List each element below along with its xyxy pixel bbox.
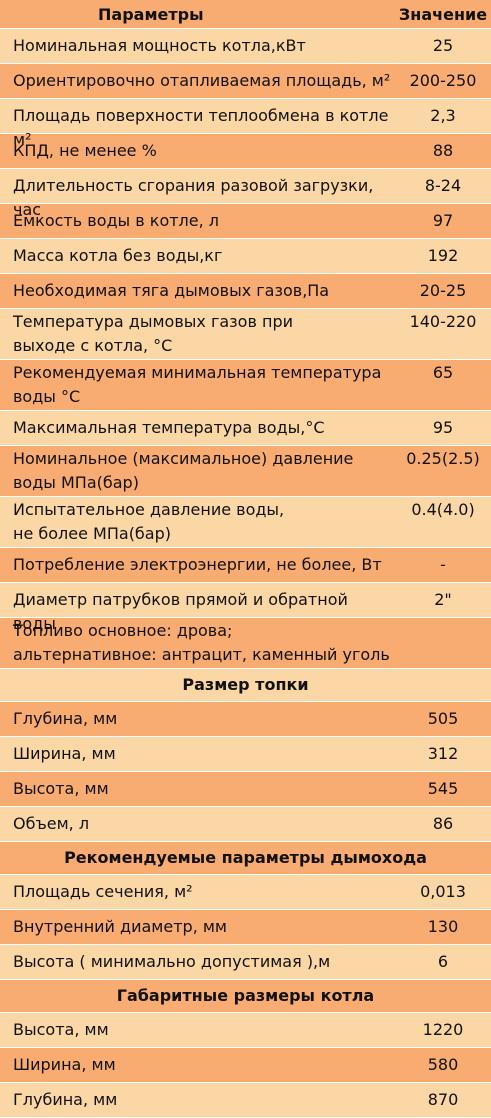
value-cell: 8-24 (424, 176, 462, 195)
param-cell: Испытательное давление воды, не более МП… (13, 500, 285, 543)
value-cell: - (440, 555, 446, 574)
value-cell: 1220 (422, 1020, 464, 1039)
param-cell: Глубина, мм (13, 709, 118, 728)
table-row: Высота ( минимально допустимая ),м 6 (0, 945, 491, 980)
value-cell: 2" (434, 590, 452, 609)
value-cell: 312 (427, 744, 459, 763)
param-cell: КПД, не менее % (13, 141, 157, 160)
param-cell: Потребление электроэнергии, не более, Вт (13, 555, 382, 574)
value-cell: 140-220 (409, 312, 477, 331)
section-header-firebox: Размер топки (0, 669, 491, 702)
param-cell: Масса котла без воды,кг (13, 246, 223, 265)
value-cell: 580 (427, 1055, 459, 1074)
value-cell: 130 (427, 917, 459, 936)
param-cell: Ориентировочно отапливаемая площадь, м² (13, 71, 391, 90)
param-cell: Максимальная температура воды,°С (13, 418, 325, 437)
table-row: Потребление электроэнергии, не более, Вт… (0, 548, 491, 583)
value-cell: 88 (432, 141, 454, 160)
value-cell: 545 (427, 779, 459, 798)
table-row: Площадь поверхности теплообмена в котле … (0, 99, 491, 149)
table-row: Емкость воды в котле, л 97 (0, 204, 491, 239)
param-cell: Высота, мм (13, 1020, 109, 1039)
value-cell: 97 (432, 211, 454, 230)
param-cell: Ширина, мм (13, 744, 116, 763)
table-row: Высота, мм 545 (0, 772, 491, 807)
param-cell: Необходимая тяга дымовых газов,Па (13, 281, 330, 300)
value-cell: 0.25(2.5) (406, 449, 480, 468)
value-cell: 505 (427, 709, 459, 728)
param-cell: Внутренний диаметр, мм (13, 917, 227, 936)
value-cell: 870 (427, 1090, 459, 1109)
param-cell: Площадь сечения, м² (13, 882, 193, 901)
table-row: Рекомендуемая минимальная температура во… (0, 360, 491, 411)
table-row: Ширина, мм 312 (0, 737, 491, 772)
value-cell: 86 (432, 814, 454, 833)
table-row: Глубина, мм 505 (0, 702, 491, 737)
value-cell: 0.4(4.0) (411, 500, 475, 519)
param-cell: Высота ( минимально допустимая ),м (13, 952, 331, 971)
section-header-dimensions: Габаритные размеры котла (0, 980, 491, 1013)
fuel-row: Топливо основное: дрова; альтернативное:… (0, 618, 491, 669)
value-cell: 20-25 (419, 281, 467, 300)
table-row: Ширина, мм 580 (0, 1048, 491, 1083)
param-cell: Номинальная мощность котла,кВт (13, 36, 306, 55)
param-cell: Длительность сгорания разовой загрузки, … (13, 176, 374, 219)
table-row: КПД, не менее % 88 (0, 134, 491, 169)
section-header-chimney: Рекомендуемые параметры дымохода (0, 842, 491, 875)
value-cell: 6 (437, 952, 449, 971)
table-row: Максимальная температура воды,°С 95 (0, 411, 491, 446)
param-cell: Температура дымовых газов при выходе с к… (13, 312, 293, 355)
value-cell: 2,3 (430, 106, 456, 125)
table-row: Испытательное давление воды, не более МП… (0, 497, 491, 548)
value-cell: 0,013 (420, 882, 466, 901)
value-cell: 192 (427, 246, 459, 265)
table-row: Глубина, мм 870 (0, 1083, 491, 1118)
table-row: Номинальное (максимальное) давление воды… (0, 446, 491, 497)
param-cell: Площадь поверхности теплообмена в котле … (13, 106, 389, 149)
param-cell: Объем, л (13, 814, 90, 833)
param-cell: Номинальное (максимальное) давление воды… (13, 449, 354, 492)
param-cell: Высота, мм (13, 779, 109, 798)
table-row: Масса котла без воды,кг 192 (0, 239, 491, 274)
param-cell: Ширина, мм (13, 1055, 116, 1074)
table-row: Ориентировочно отапливаемая площадь, м² … (0, 64, 491, 99)
param-cell: Глубина, мм (13, 1090, 118, 1109)
value-cell: 200-250 (409, 71, 477, 90)
value-cell: 65 (432, 363, 454, 382)
table-row: Высота, мм 1220 (0, 1013, 491, 1048)
table-row: Внутренний диаметр, мм 130 (0, 910, 491, 945)
table-row: Длительность сгорания разовой загрузки, … (0, 169, 491, 219)
table-header: Параметры Значение (0, 0, 491, 29)
value-cell: 25 (432, 36, 454, 55)
param-cell: Рекомендуемая минимальная температура во… (13, 363, 382, 406)
fuel-cell: Топливо основное: дрова; альтернативное:… (13, 621, 390, 664)
header-parameters: Параметры (98, 5, 204, 24)
table-row: Необходимая тяга дымовых газов,Па 20-25 (0, 274, 491, 309)
param-cell: Диаметр патрубков прямой и обратной воды (13, 590, 348, 633)
param-cell: Емкость воды в котле, л (13, 211, 220, 230)
table-row: Площадь сечения, м² 0,013 (0, 875, 491, 910)
table-row: Диаметр патрубков прямой и обратной воды… (0, 583, 491, 633)
value-cell: 95 (432, 418, 454, 437)
table-row: Объем, л 86 (0, 807, 491, 842)
table-row: Номинальная мощность котла,кВт 25 (0, 29, 491, 64)
header-value: Значение (398, 5, 488, 24)
table-row: Температура дымовых газов при выходе с к… (0, 309, 491, 360)
